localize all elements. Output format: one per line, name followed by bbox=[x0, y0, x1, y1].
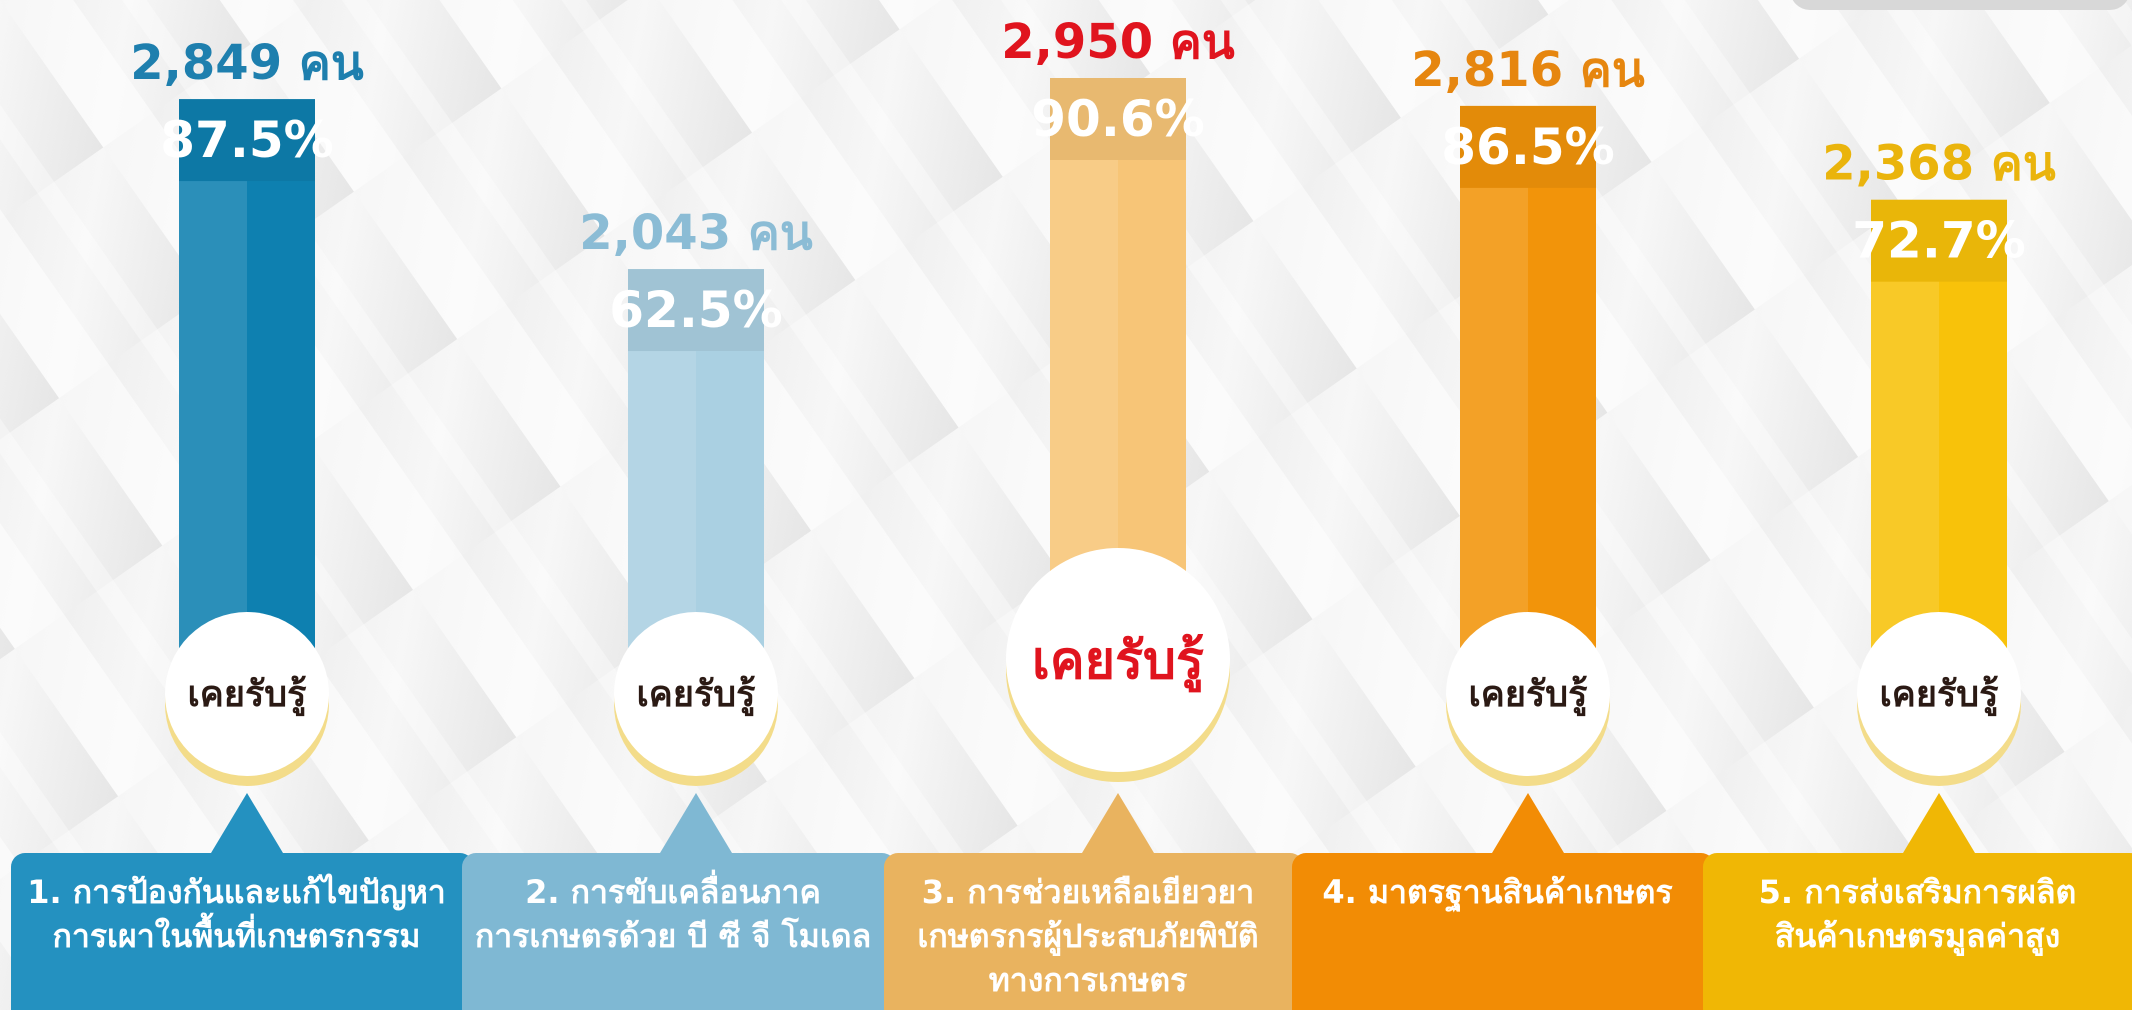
value-label: 90.6% bbox=[1031, 90, 1204, 148]
count-label: 2,816 คน bbox=[1411, 42, 1645, 98]
circle-label: เคยรับรู้ bbox=[1032, 631, 1204, 693]
pointer bbox=[1903, 793, 1975, 853]
category-label: การเกษตรด้วย บี ซี จี โมเดล bbox=[475, 917, 871, 955]
pointer bbox=[211, 793, 283, 853]
circle bbox=[1006, 548, 1230, 772]
category-label: 2. การขับเคลื่อนภาค bbox=[525, 869, 821, 911]
category-box bbox=[11, 853, 474, 1010]
circle bbox=[165, 612, 329, 776]
circle bbox=[1446, 612, 1610, 776]
circle bbox=[614, 612, 778, 776]
value-label: 86.5% bbox=[1441, 118, 1614, 176]
pointer bbox=[1492, 793, 1564, 853]
bar bbox=[1460, 105, 1596, 694]
count-label: 2,849 คน bbox=[130, 35, 364, 91]
value-label: 87.5% bbox=[160, 111, 333, 169]
bar bbox=[1871, 199, 2007, 694]
bar-cap bbox=[628, 269, 764, 352]
corner-tab bbox=[1792, 0, 2128, 10]
value-label: 72.7% bbox=[1852, 212, 2025, 270]
circle-label: เคยรับรู้ bbox=[1468, 674, 1588, 717]
bar-highlight bbox=[1460, 187, 1528, 694]
category-label: 4. มาตรฐานสินค้าเกษตร bbox=[1322, 873, 1672, 913]
category-box bbox=[1292, 853, 1715, 1010]
count-label: 2,368 คน bbox=[1822, 136, 2056, 192]
category-box bbox=[462, 853, 896, 1010]
category-label: 3. การช่วยเหลือเยียวยา bbox=[922, 873, 1255, 911]
pointer bbox=[1082, 793, 1154, 853]
pointer bbox=[660, 793, 732, 853]
circle-label: เคยรับรู้ bbox=[1879, 674, 1999, 717]
circle-label: เคยรับรู้ bbox=[187, 674, 307, 717]
count-label: 2,043 คน bbox=[579, 205, 813, 261]
category-label: สินค้าเกษตรมูลค่าสูง bbox=[1775, 917, 2060, 957]
value-label: 62.5% bbox=[609, 281, 782, 339]
category-box bbox=[884, 853, 1304, 1010]
bar-cap bbox=[1871, 199, 2007, 282]
bar-cap bbox=[179, 99, 315, 182]
circle-label: เคยรับรู้ bbox=[636, 674, 756, 717]
category-label: การเผาในพื้นที่เกษตรกรรม bbox=[53, 912, 421, 955]
bar bbox=[179, 99, 315, 694]
bar-cap bbox=[1050, 78, 1186, 160]
category-label: เกษตรกรผู้ประสบภัยพิบัติ bbox=[917, 917, 1258, 957]
bar-cap bbox=[1460, 105, 1596, 188]
category-label: 5. การส่งเสริมการผลิต bbox=[1759, 873, 2077, 911]
category-box bbox=[1703, 853, 2132, 1010]
category-label: ทางการเกษตร bbox=[989, 961, 1188, 999]
category-label: 1. การป้องกันและแก้ไขปัญหา bbox=[27, 873, 446, 911]
circle bbox=[1857, 612, 2021, 776]
count-label: 2,950 คน bbox=[1001, 14, 1235, 70]
bar-highlight bbox=[179, 181, 247, 694]
